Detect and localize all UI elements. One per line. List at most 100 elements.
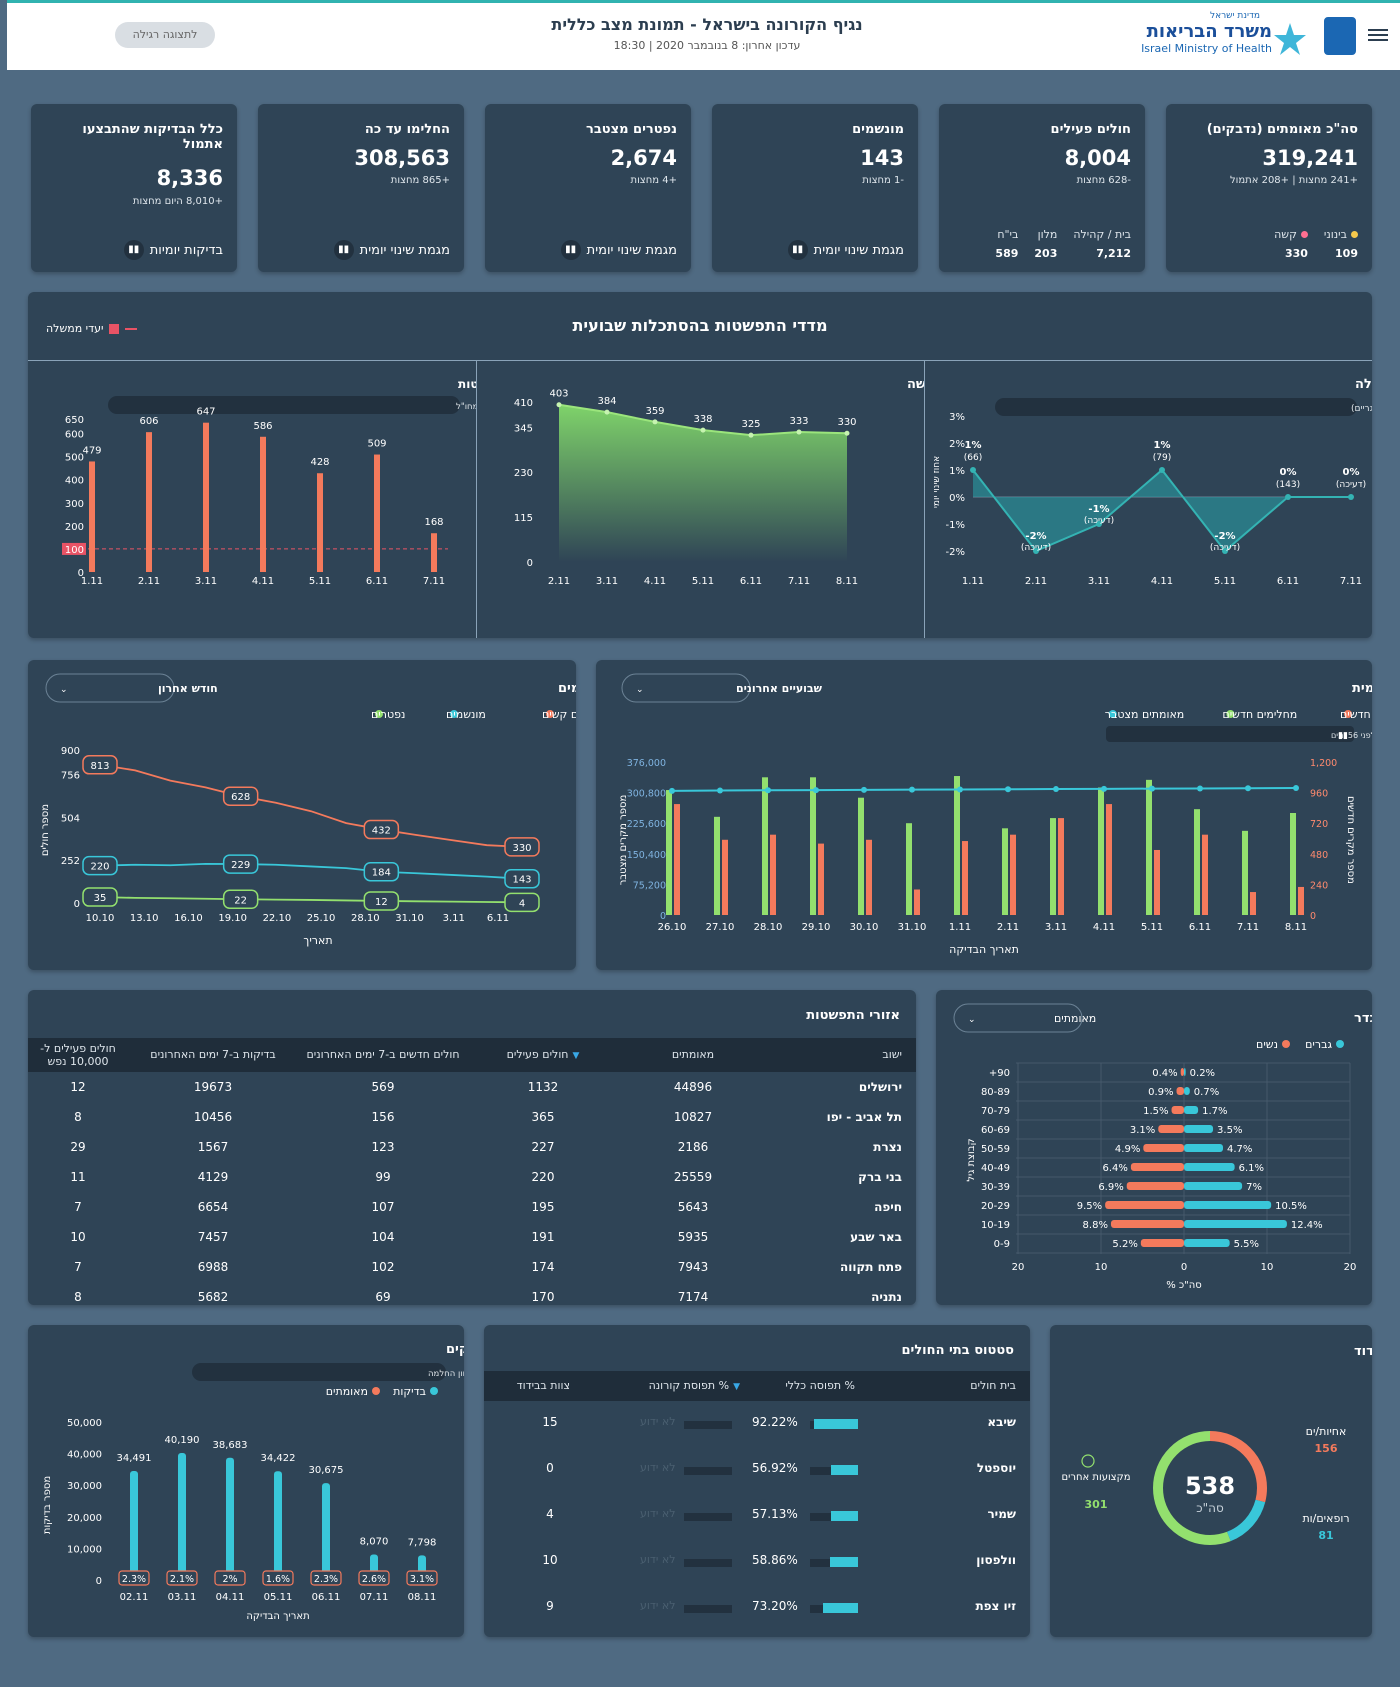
hosp-header-cell[interactable]: צוות בבידוד	[517, 1379, 570, 1392]
epi-confirmed-bar	[1298, 886, 1304, 915]
severe-x-tick: 7.11	[788, 576, 810, 587]
age-men-bar	[1184, 1087, 1190, 1095]
hosp-header-cell[interactable]: ▼% תפוסת קורונה	[649, 1379, 740, 1392]
zones-header-cell[interactable]: מאומתים	[618, 1038, 768, 1072]
normal-view-button[interactable]: לתצוגה רגילה	[115, 22, 215, 48]
epi-right-tick: 960	[1310, 789, 1328, 800]
epi-range-select[interactable]: שבועיים אחרונים ⌄	[621, 673, 823, 703]
chevron-down-icon: ⌄	[636, 685, 644, 695]
zones-header-cell[interactable]: חולים פעילים ל- 10,000 נפש	[28, 1038, 128, 1072]
zones-header-cell[interactable]: חולים חדשים ב-7 ימים האחרונים	[298, 1038, 468, 1072]
hosp-header-cell[interactable]: % תפוסה כללי	[785, 1379, 855, 1392]
epi-x-tick: 27.10	[706, 922, 735, 933]
zones-header-cell[interactable]: בדיקות ב-7 ימים האחרונים	[128, 1038, 298, 1072]
outside-y-tick: 0	[78, 568, 84, 579]
zones-header-cell[interactable]: ▼חולים פעילים	[468, 1038, 618, 1072]
age-gender-chart: פיזור מאומתים לפי גיל ומגדר מאומתים ⌄ גברים…	[953, 1003, 1372, 1291]
tests-x-label: תאריך הבדיקה	[246, 1611, 309, 1622]
ministry-logo: מדינת ישראל משרד הבריאות Israel Ministry…	[1138, 11, 1308, 63]
epi-x-tick: 3.11	[1045, 922, 1067, 933]
staff-total-label: סה"כ	[1196, 1501, 1224, 1515]
epi-cumulative-point	[669, 787, 675, 794]
kpi-value: 8,004	[1064, 146, 1131, 170]
age-men-bar	[1184, 1220, 1287, 1228]
hosp-staff: 9	[546, 1599, 554, 1613]
hosp-name: יוספטל	[976, 1461, 1016, 1475]
hosp-row[interactable]: וולפסון 58.86% לא ידוע 10	[484, 1539, 1030, 1585]
outside-y-tick: 650	[65, 415, 84, 426]
sev-legend-label: חולים קשים	[542, 708, 576, 721]
kpi-card: חולים פעילים 8,004 -628 מחצות בית / קהילה 7,…	[939, 104, 1145, 272]
zones-cell: 12	[70, 1080, 86, 1094]
zones-cell: 5643	[677, 1200, 709, 1214]
sort-desc-icon: ▼	[572, 1051, 580, 1062]
hosp-row[interactable]: שיבא 92.22% לא ידוע 15	[484, 1401, 1030, 1447]
star-icon	[1274, 23, 1306, 55]
zones-row[interactable]: 8 5682 69 170 7174 נתניה	[28, 1282, 916, 1305]
epi-cumulative-point	[957, 786, 963, 793]
menu-icon[interactable]	[1368, 27, 1388, 43]
epi-cumulative-point	[1197, 785, 1203, 792]
epi-cumulative-point	[765, 787, 771, 794]
kpi-sub: +241 מחצות | +208 אתמול	[1229, 175, 1358, 186]
severe-area	[559, 404, 847, 562]
age-metric-select[interactable]: מאומתים ⌄	[953, 1003, 1096, 1033]
zones-row[interactable]: 11 4129 99 220 25559 בני ברק	[28, 1162, 916, 1192]
age-legend-women: נשים	[1256, 1038, 1278, 1051]
epi-x-tick: 2.11	[997, 922, 1019, 933]
zones-cell: 7174	[677, 1290, 709, 1304]
breakdown-label: בית / קהילה	[1073, 228, 1131, 241]
info-icon[interactable]	[1081, 1454, 1095, 1468]
hosp-row[interactable]: יוספטל 56.92% לא ידוע 0	[484, 1447, 1030, 1493]
sev-value-badge	[222, 854, 259, 874]
hosp-row[interactable]: שמיר 57.13% לא ידוע 4	[484, 1493, 1030, 1539]
kpi-chart-button[interactable]: מגמת שינוי יומית ▮▮	[560, 240, 677, 260]
trend-sub-label: (79)	[1153, 453, 1171, 463]
hosp-name: זיו צפת	[975, 1599, 1016, 1613]
hosp-name: שיבא	[987, 1415, 1016, 1429]
sev-range-select[interactable]: חודש אחרון ⌄	[45, 673, 218, 703]
zones-row[interactable]: 7 6654 107 195 5643 חיפה	[28, 1192, 916, 1222]
zones-table: חולים פעילים ל- 10,000 נפש בדיקות ב-7 ימי…	[28, 1038, 916, 1305]
kpi-chart-button[interactable]: מגמת שינוי יומית ▮▮	[787, 240, 904, 260]
trend-info-box	[995, 398, 1357, 416]
zones-row[interactable]: 29 1567 123 227 2186 נצרת	[28, 1132, 916, 1162]
sev-x-tick: 16.10	[174, 913, 203, 924]
age-group-label: 40-49	[981, 1163, 1010, 1174]
epi-left-tick: 150,400	[627, 850, 666, 861]
hosp-occ-bar	[822, 1603, 858, 1613]
age-men-bar	[1184, 1144, 1224, 1152]
age-x-tick: 0	[1181, 1262, 1187, 1273]
severe-area-chart: מספר החולים קשה 410 345 230 115 0 403 2.11 384 3.…	[514, 377, 924, 587]
tests-legend-dot2	[372, 1387, 380, 1395]
emblem-icon	[1324, 17, 1356, 55]
kpi-chart-button[interactable]: בדיקות יומיות ▮▮	[123, 240, 223, 260]
trend-x-tick: 4.11	[1151, 576, 1173, 587]
zones-cell: 195	[531, 1200, 555, 1214]
age-women-label: 8.8%	[1083, 1220, 1108, 1231]
zones-row[interactable]: 7 6988 102 174 7943 פתח תקווה	[28, 1252, 916, 1282]
outside-x-tick: 6.11	[366, 576, 388, 587]
zones-cell: 6654	[197, 1200, 229, 1214]
zones-row[interactable]: 8 10456 156 365 10827 תל אביב - יפו	[28, 1102, 916, 1132]
dot-icon	[1300, 231, 1308, 238]
kpi-chart-button[interactable]: מגמת שינוי יומית ▮▮	[333, 240, 450, 260]
bar-chart-icon: ▮▮	[560, 240, 581, 260]
zones-row[interactable]: 12 19673 569 1132 44896 ירושלים	[28, 1072, 916, 1102]
epi-cumulative-point	[1053, 786, 1059, 793]
sev-select-label: חודש אחרון	[158, 682, 218, 695]
sev-legend-label: נפטרים	[371, 708, 405, 721]
weekly-panel: מדדי התפשטות בהסתכלות שבועית יעדי ממשלה …	[28, 292, 1372, 638]
tests-pct-label: 2%	[222, 1574, 237, 1585]
zones-header-cell[interactable]: ישוב	[768, 1038, 916, 1072]
age-men-label: 0.2%	[1190, 1068, 1215, 1079]
hosp-row[interactable]: זיו צפת 73.20% לא ידוע 9	[484, 1585, 1030, 1631]
zones-row[interactable]: 10 7457 104 191 5935 באר שבע	[28, 1222, 916, 1252]
ministry-he: משרד הבריאות	[1146, 21, 1272, 42]
outside-bar	[431, 533, 437, 572]
severe-value-label: 325	[741, 419, 760, 430]
hosp-header-cell[interactable]: בית חולים	[970, 1379, 1016, 1392]
legend-square-icon	[109, 323, 120, 334]
tests-x-tick: 06.11	[312, 1592, 341, 1603]
zones-cell: בני ברק	[858, 1170, 902, 1184]
